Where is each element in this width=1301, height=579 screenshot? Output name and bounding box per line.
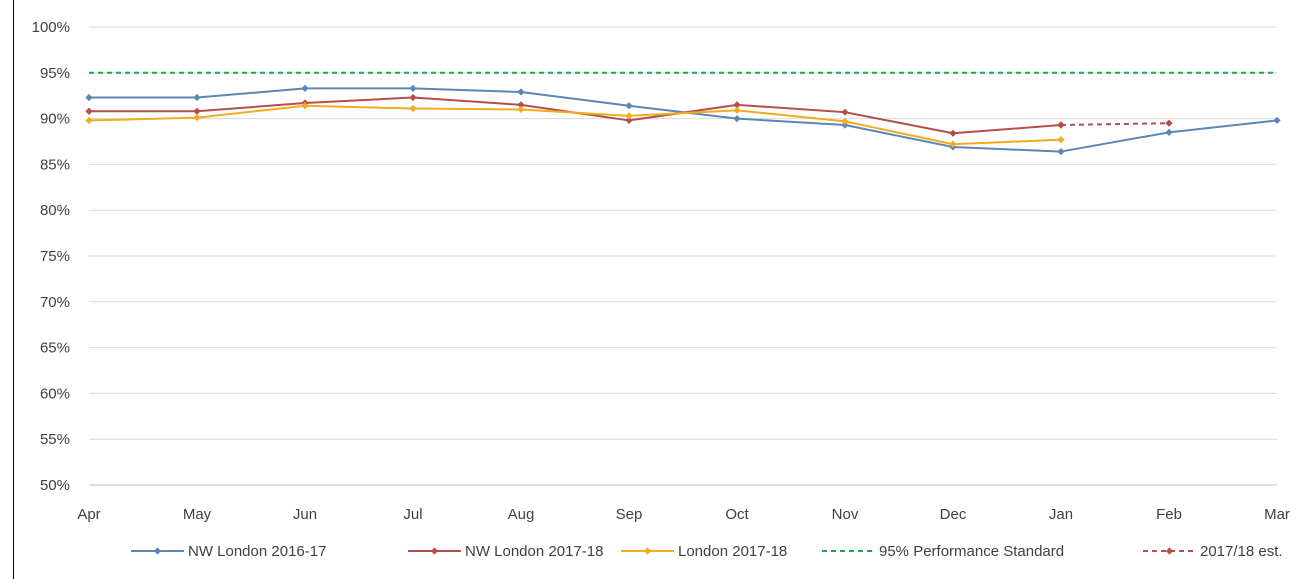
series-nw-london-2017-18 xyxy=(85,93,1065,137)
left-border-line xyxy=(13,0,14,579)
data-point-london-2017-18-jul xyxy=(409,104,417,113)
data-point-2017-18-est-jan xyxy=(1057,121,1065,129)
x-tick-label-nov: Nov xyxy=(832,506,859,523)
data-point-nw-london-2016-17-jun xyxy=(301,84,309,92)
data-point-nw-london-2017-18-sep xyxy=(625,116,633,125)
y-tick-label: 60% xyxy=(40,385,70,402)
data-point-london-2017-18-may xyxy=(193,114,201,122)
data-point-london-2017-18-sep xyxy=(625,112,633,120)
data-point-london-2017-18-oct xyxy=(733,106,741,114)
data-point-nw-london-2016-17-nov xyxy=(841,121,849,129)
data-point-nw-london-2017-18-jul xyxy=(409,93,417,102)
data-point-nw-london-2016-17-sep xyxy=(625,102,633,110)
legend-label: NW London 2016-17 xyxy=(188,543,326,560)
data-point-nw-london-2016-17-feb xyxy=(1165,128,1173,136)
series-line-london-2017-18 xyxy=(88,104,1062,146)
data-point-london-2017-18-dec xyxy=(949,140,957,148)
data-point-nw-london-2016-17-may xyxy=(193,93,201,102)
y-tick-label: 75% xyxy=(40,248,70,265)
y-tick-label: 70% xyxy=(40,294,70,311)
x-tick-label-jan: Jan xyxy=(1049,506,1073,523)
y-tick-label: 50% xyxy=(40,477,70,494)
data-point-london-2017-18-aug xyxy=(517,105,525,114)
x-tick-label-sep: Sep xyxy=(616,506,643,523)
legend-entry-95-performance-standard: 95% Performance Standard xyxy=(822,543,1064,560)
legend-label: London 2017-18 xyxy=(678,543,787,560)
legend: NW London 2016-17 NW London 2017-18 London… xyxy=(131,543,1283,560)
series-nw-london-2016-17 xyxy=(85,84,1281,156)
data-point-nw-london-2016-17-mar xyxy=(1273,116,1281,125)
legend-label: 2017/18 est. xyxy=(1200,543,1283,560)
series-line-nw-london-2016-17 xyxy=(89,87,1278,153)
series-line-nw-london-2017-18 xyxy=(89,96,1062,135)
x-tick-label-jul: Jul xyxy=(403,506,422,523)
legend-label: NW London 2017-18 xyxy=(465,543,603,560)
series-lines xyxy=(85,71,1281,156)
y-tick-label: 85% xyxy=(40,156,70,173)
x-tick-label-oct: Oct xyxy=(725,506,749,523)
legend-entry-nw-london-2016-17: NW London 2016-17 xyxy=(131,543,326,560)
y-tick-label: 95% xyxy=(40,65,70,82)
data-point-nw-london-2017-18-may xyxy=(193,107,201,115)
x-tick-label-aug: Aug xyxy=(508,506,535,523)
data-point-nw-london-2016-17-jul xyxy=(409,84,417,92)
y-axis-tick-labels: 50% 55% 60% 65% 70% 75% 80% 85% 90% 95% 100% xyxy=(32,19,70,494)
legend-marker xyxy=(1165,547,1174,555)
data-point-nw-london-2017-18-aug xyxy=(517,101,525,109)
series-london-2017-18 xyxy=(85,102,1065,148)
series-line-2017-18-est xyxy=(1060,122,1170,127)
x-tick-label-apr: Apr xyxy=(77,506,100,523)
y-tick-label: 80% xyxy=(40,202,70,219)
y-tick-label: 65% xyxy=(40,340,70,357)
x-tick-label-may: May xyxy=(183,506,212,523)
legend-marker xyxy=(430,547,439,555)
gridlines xyxy=(89,26,1277,486)
data-point-2017-18-est-feb xyxy=(1165,119,1173,127)
x-tick-label-mar: Mar xyxy=(1264,506,1290,523)
data-point-london-2017-18-nov xyxy=(841,117,849,125)
x-tick-label-feb: Feb xyxy=(1156,506,1182,523)
legend-label: 95% Performance Standard xyxy=(879,543,1064,560)
data-point-nw-london-2016-17-apr xyxy=(85,93,93,102)
legend-marker xyxy=(643,547,652,555)
y-tick-label: 100% xyxy=(32,19,70,36)
y-tick-label: 90% xyxy=(40,111,70,128)
data-point-london-2017-18-jan xyxy=(1057,136,1065,144)
legend-marker xyxy=(153,547,162,555)
data-point-nw-london-2016-17-oct xyxy=(733,115,741,123)
legend-entry-london-2017-18: London 2017-18 xyxy=(621,543,787,560)
series-2017-18-est xyxy=(1057,119,1173,129)
x-tick-label-dec: Dec xyxy=(940,506,967,523)
data-point-london-2017-18-jun xyxy=(301,102,309,110)
data-point-nw-london-2017-18-apr xyxy=(85,107,93,115)
y-tick-label: 55% xyxy=(40,431,70,448)
data-point-nw-london-2017-18-dec xyxy=(949,129,957,137)
x-tick-label-jun: Jun xyxy=(293,506,317,523)
data-point-nw-london-2016-17-aug xyxy=(517,88,525,96)
data-point-nw-london-2017-18-nov xyxy=(841,108,849,116)
data-point-london-2017-18-apr xyxy=(85,116,93,125)
data-point-nw-london-2017-18-oct xyxy=(733,101,741,109)
legend-entry-nw-london-2017-18: NW London 2017-18 xyxy=(408,543,603,560)
data-point-nw-london-2016-17-jan xyxy=(1057,147,1065,156)
legend-entry-2017-18-est: 2017/18 est. xyxy=(1143,543,1283,560)
x-axis-tick-labels: Apr May Jun Jul Aug Sep Oct Nov Dec Jan Feb Mar xyxy=(77,506,1290,523)
